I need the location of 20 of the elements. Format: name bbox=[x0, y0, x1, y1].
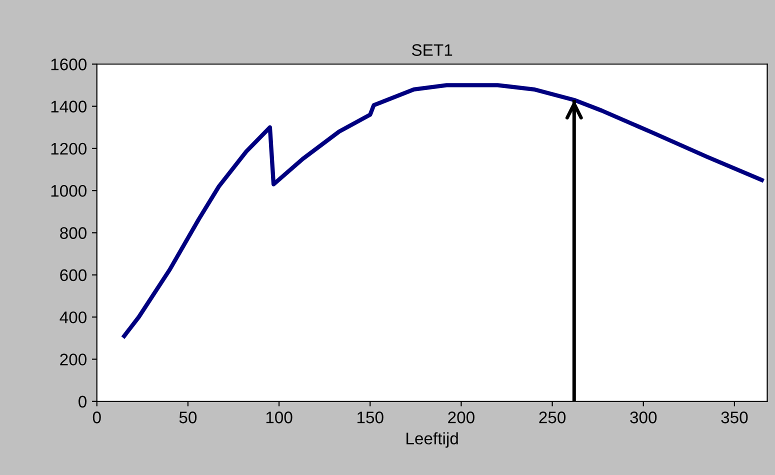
y-tick-label: 600 bbox=[60, 269, 87, 282]
x-tick-label: 300 bbox=[630, 412, 657, 424]
y-tick-label: 400 bbox=[60, 311, 87, 324]
y-tick-label: 800 bbox=[60, 227, 87, 239]
x-tick-label: 150 bbox=[357, 412, 384, 424]
y-tick-label: 1400 bbox=[51, 100, 87, 112]
x-tick-label: 100 bbox=[266, 412, 292, 424]
x-tick-label: 200 bbox=[448, 412, 474, 424]
y-tick-label: 1200 bbox=[51, 142, 87, 155]
line-series bbox=[122, 83, 764, 338]
x-tick-label: 250 bbox=[539, 412, 566, 424]
y-tick-label: 200 bbox=[60, 354, 87, 366]
x-tick-label: 0 bbox=[92, 412, 101, 424]
y-tick-label: 1600 bbox=[51, 58, 87, 70]
chart-title: SET1 bbox=[412, 44, 452, 56]
x-tick-label: 350 bbox=[721, 412, 748, 424]
y-tick-label: 0 bbox=[78, 396, 86, 408]
y-tick-label: 1000 bbox=[51, 184, 87, 197]
x-tick-label: 50 bbox=[179, 412, 197, 424]
x-axis-title: Leeftijd bbox=[406, 432, 458, 448]
